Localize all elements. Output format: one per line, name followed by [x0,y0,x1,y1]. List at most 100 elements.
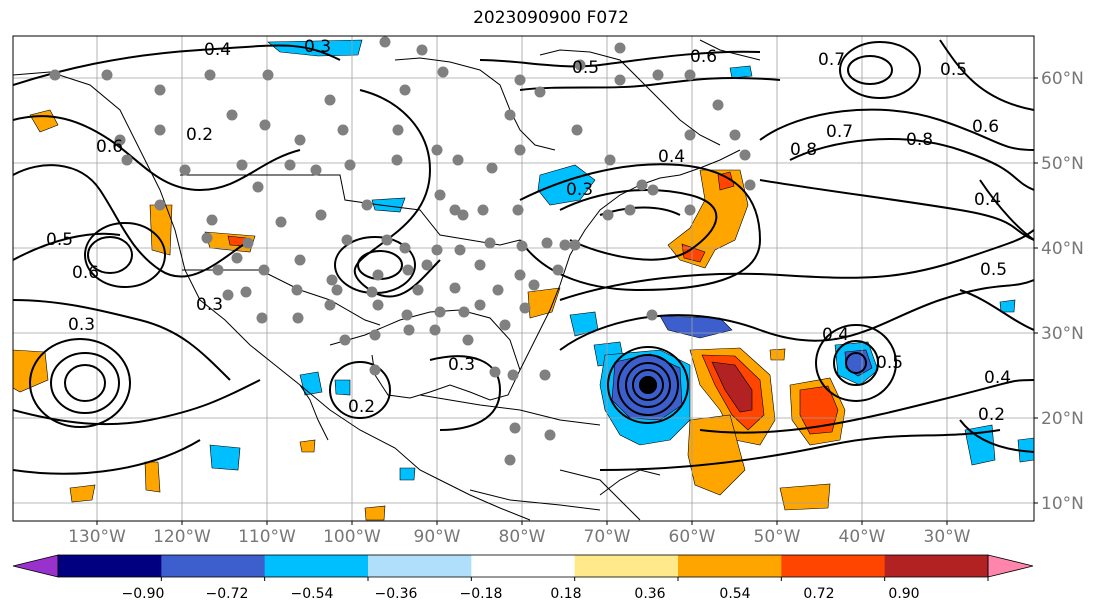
station-dot [399,242,411,254]
station-dot [474,299,486,311]
station-dot [739,149,751,161]
station-dot [474,259,486,271]
lon-label: 80°W [499,527,546,547]
station-dot [369,329,381,341]
contour-label: 0.5 [876,353,903,373]
colorbar-segment [884,555,989,577]
station-dot [484,237,496,249]
contour-label: 0.2 [186,125,213,145]
station-dot [429,324,441,336]
station-dot [647,184,659,196]
colorbar-segment [58,555,162,577]
station-dot [372,299,384,311]
colorbar-tick-label: 0.18 [550,586,581,602]
station-dot [457,209,469,221]
station-dot [652,69,664,81]
lon-label: 90°W [414,527,461,547]
lon-label: 100°W [323,527,381,547]
contour-label: 0.3 [566,180,593,200]
station-dot [559,239,571,251]
station-dot [569,239,581,251]
colorbar-tick-label: 0.36 [634,586,665,602]
station-dot [514,144,526,156]
map-title: 2023090900 F072 [473,8,629,28]
contour-label: 0.2 [978,405,1005,425]
lon-label: 120°W [153,527,211,547]
station-dot [421,259,433,271]
station-dot [49,69,61,81]
station-dot [684,69,696,81]
station-dot [231,252,243,264]
station-dot [242,237,254,249]
station-dot [528,279,540,291]
station-dot [401,309,413,321]
station-dot [571,124,583,136]
station-dot [544,429,556,441]
colorbar-tick-label: −0.90 [122,586,165,602]
map-border [12,35,1035,522]
station-dot [449,282,461,294]
station-dot [646,309,658,321]
lon-label: 40°W [839,527,886,547]
contour-label: 0.8 [906,130,933,150]
station-dot [339,334,351,346]
contour-label: 0.7 [818,50,845,70]
coastlines [13,39,761,521]
station-dot [179,164,191,176]
colorbar-segment [574,555,679,577]
station-dot [507,369,519,381]
station-dot [509,422,521,434]
station-dot [729,129,741,141]
station-dot [489,366,501,378]
station-dot [514,74,526,86]
station-dot [519,302,531,314]
station-dot [369,364,381,376]
contour-label: 0.4 [658,147,685,167]
latitude-labels: 60°N 50°N 40°N 30°N 20°N 10°N [1041,69,1084,514]
station-dot [259,119,271,131]
contour-label: 0.4 [974,190,1001,210]
station-dot [454,244,466,256]
colorbar-tick-label: −0.18 [460,586,503,602]
station-dot [154,124,166,136]
colorbar-segment [781,555,886,577]
contour-label: 0.6 [690,47,717,67]
station-dot [337,124,349,136]
lon-label: 50°W [754,527,801,547]
station-dot [602,209,614,221]
station-dot [201,232,213,244]
station-dot [262,69,274,81]
station-dot [379,36,391,48]
colorbar-extend-low [12,554,59,578]
station-dot [315,209,327,221]
lon-label: 70°W [584,527,631,547]
station-dot [434,306,446,318]
station-dot [326,274,338,286]
station-dot [310,164,322,176]
lat-label: 30°N [1041,324,1084,344]
station-dot [399,84,411,96]
station-dot [462,334,474,346]
colorbar-tick-label: 0.54 [719,586,750,602]
station-dot [256,312,268,324]
station-dot [240,286,252,298]
station-dot [341,234,353,246]
contour-label: 0.6 [72,263,99,283]
station-dot [684,204,696,216]
colorbar [12,554,1034,581]
station-dot [499,319,511,331]
station-dot [744,179,756,191]
station-dot [434,189,446,201]
station-dot [452,154,464,166]
station-dot [204,69,216,81]
station-dot [486,162,498,174]
colorbar-tick-label: −0.54 [291,586,334,602]
station-dot [114,134,126,146]
station-dot [684,129,696,141]
station-dot [534,86,546,98]
station-dot [431,144,443,156]
lat-label: 10°N [1041,494,1084,514]
colorbar-extend-high [987,554,1034,578]
station-dot [284,159,296,171]
